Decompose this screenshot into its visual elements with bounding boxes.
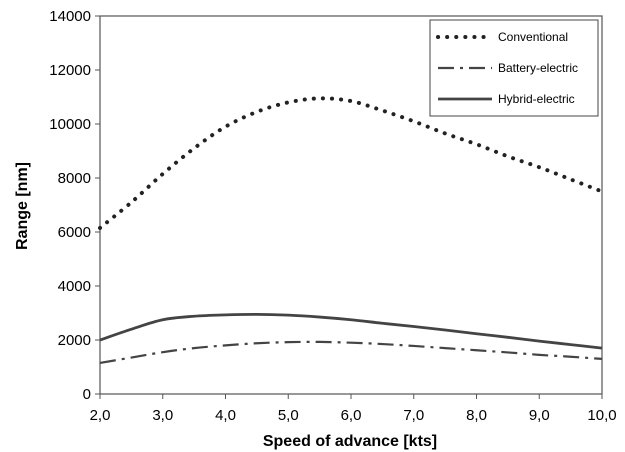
axes: 0 2000 4000 6000 8000 10000 12000 14000 2,0 3,0 4,…: [49, 8, 616, 424]
y-tick-label: 6000: [58, 224, 91, 241]
x-tick-label: 10,0: [587, 407, 616, 424]
series-line-battery-electric: [99, 340, 603, 365]
y-tick-label: 14000: [49, 8, 91, 25]
x-tick-label: 8,0: [466, 407, 487, 424]
legend-label-conventional: Conventional: [498, 30, 568, 44]
legend-label-hybrid-electric: Hybrid-electric: [498, 92, 575, 106]
x-tick-label: 3,0: [152, 407, 173, 424]
x-tick-label: 7,0: [403, 407, 424, 424]
series-line-hybrid-electric: [99, 312, 603, 350]
y-tick-label: 4000: [58, 278, 91, 295]
legend-label-battery-electric: Battery-electric: [498, 61, 578, 75]
series-line-conventional: [98, 96, 604, 230]
legend: Conventional Battery-electric Hybrid-elect…: [429, 19, 599, 117]
x-tick-label: 9,0: [529, 407, 550, 424]
y-tick-label: 12000: [49, 62, 91, 79]
y-tick-label: 2000: [58, 332, 91, 349]
x-tick-label: 6,0: [341, 407, 362, 424]
x-tick-label: 2,0: [90, 407, 111, 424]
y-tick-label: 0: [83, 386, 91, 403]
x-tick-label: 4,0: [215, 407, 236, 424]
y-tick-label: 10000: [49, 116, 91, 133]
x-tick-label: 5,0: [278, 407, 299, 424]
series-group: [98, 96, 604, 365]
y-tick-label: 8000: [58, 170, 91, 187]
y-axis-title: Range [nm]: [14, 162, 31, 250]
x-axis-title: Speed of advance [kts]: [263, 433, 437, 450]
